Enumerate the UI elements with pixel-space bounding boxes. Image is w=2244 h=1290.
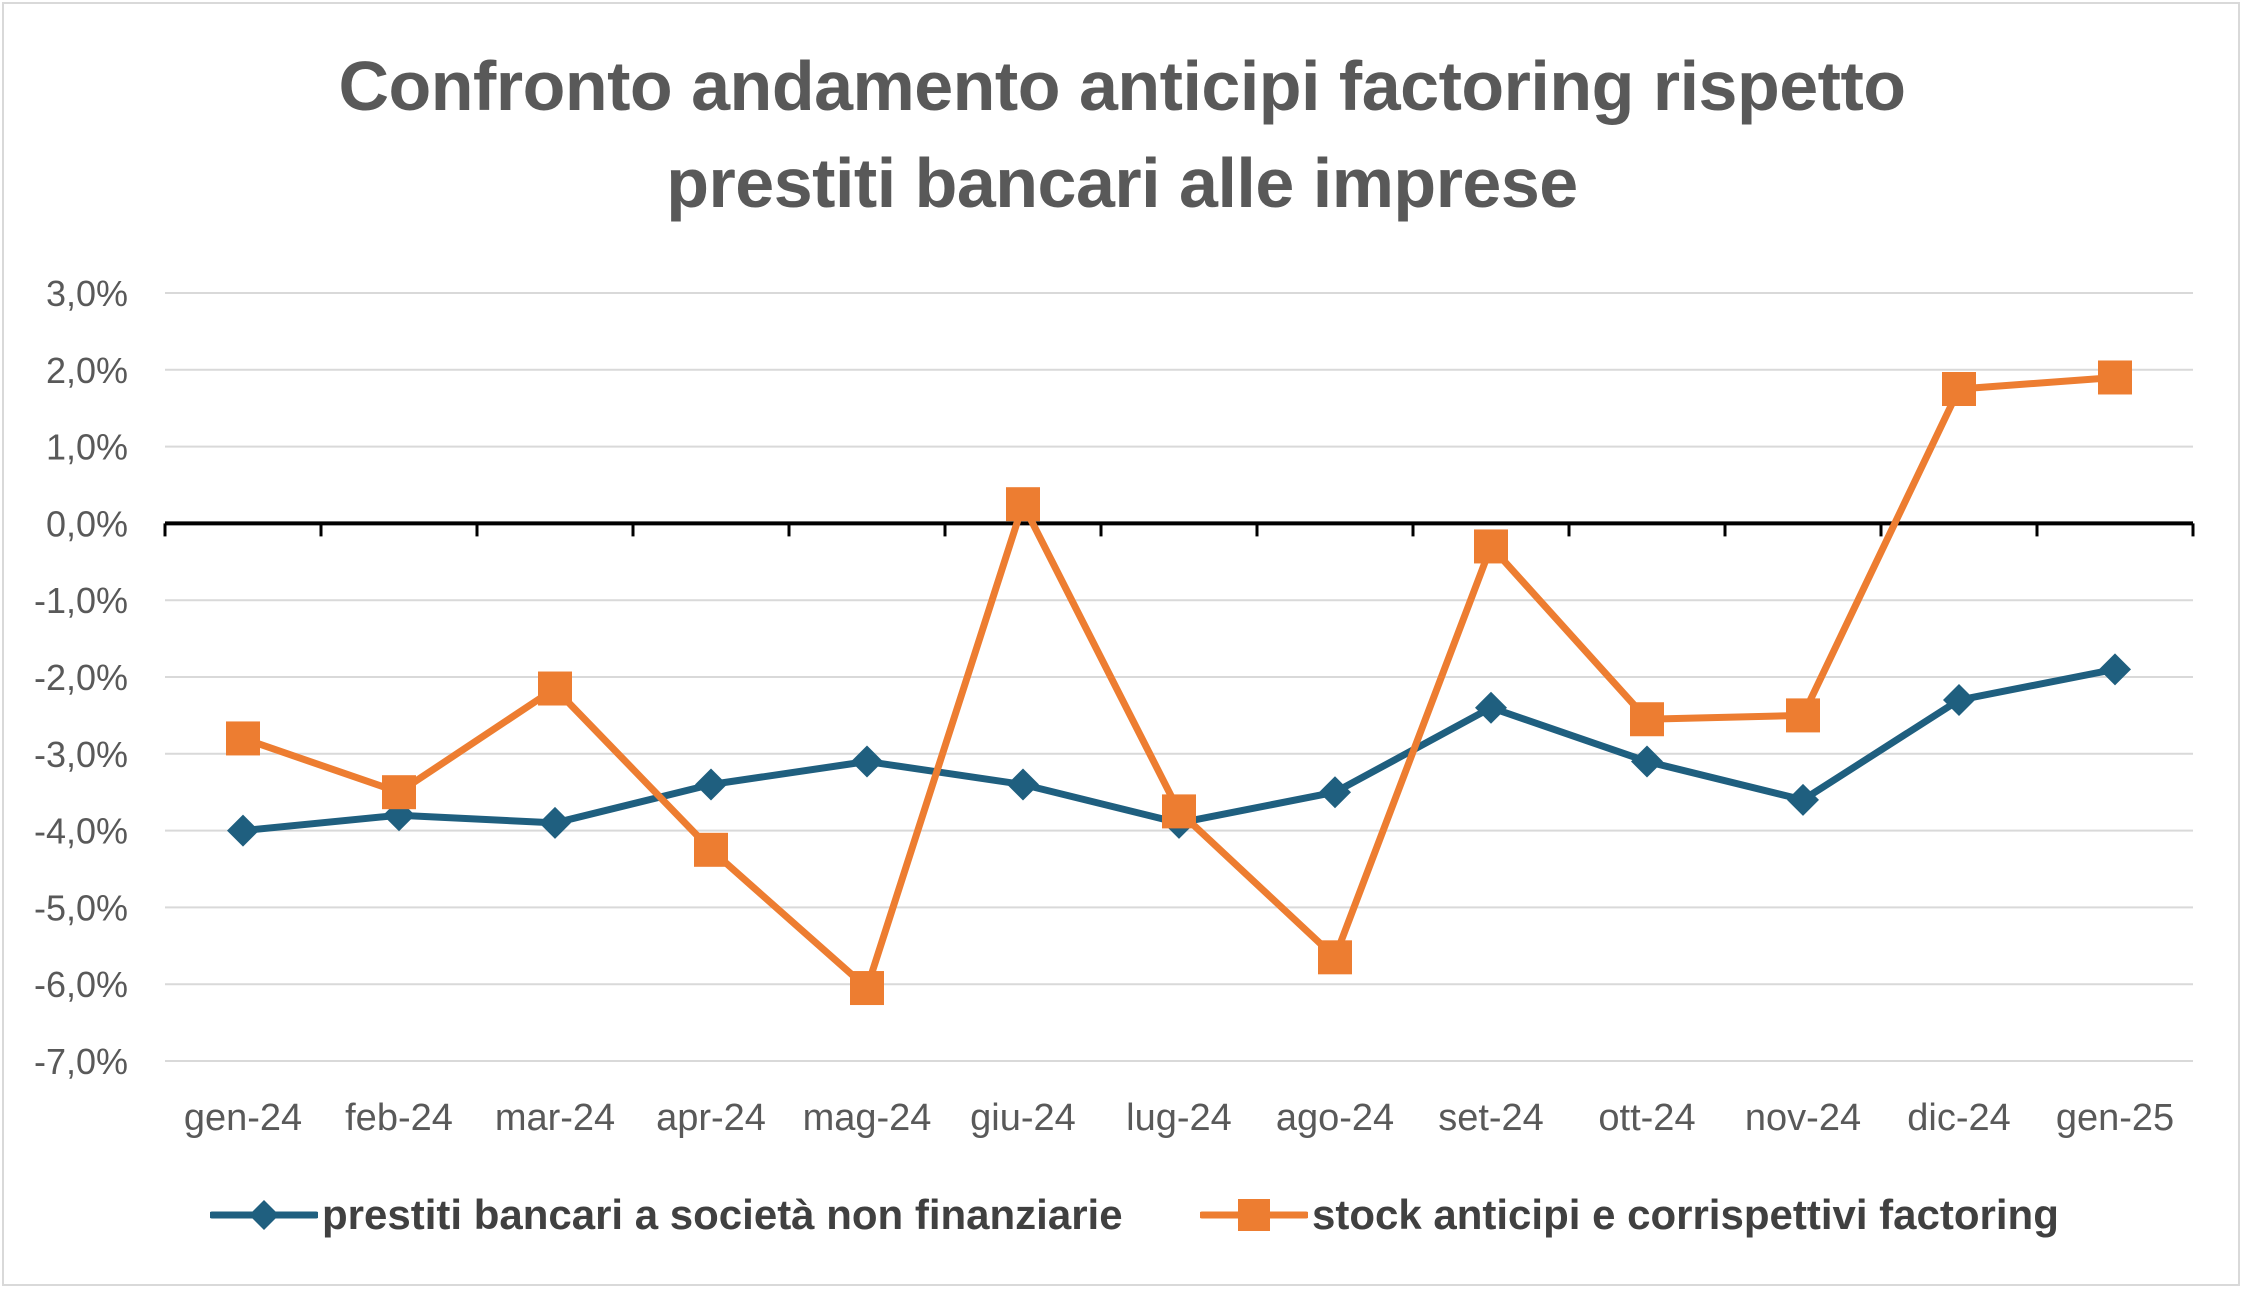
y-axis-tick-labels: 3,0% 2,0% 1,0% 0,0% -1,0% -2,0% -3,0% -4,0% -5,0… [34, 273, 128, 1082]
x-tick-label: ago-24 [1276, 1097, 1394, 1139]
x-tick-label: lug-24 [1126, 1097, 1232, 1139]
data-point-diamond [1787, 783, 1819, 816]
y-tick-label: -6,0% [34, 964, 128, 1005]
y-tick-label: 0,0% [46, 503, 128, 544]
data-point-diamond [851, 745, 883, 778]
series-lines [226, 360, 2132, 1006]
y-tick-label: -7,0% [34, 1041, 128, 1082]
x-tick-label: set-24 [1438, 1097, 1544, 1139]
legend-square-marker-icon [1200, 1199, 1308, 1231]
data-point-diamond [695, 768, 727, 801]
data-point-square [1786, 698, 1820, 733]
y-tick-label: -2,0% [34, 657, 128, 698]
legend-label-factoring: stock anticipi e corrispettivi factoring [1312, 1191, 2059, 1238]
x-tick-label: giu-24 [970, 1097, 1076, 1139]
data-point-diamond [1631, 745, 1663, 778]
legend-diamond-marker-icon [210, 1200, 318, 1230]
x-tick-label: gen-24 [184, 1097, 302, 1139]
series-factoring [226, 360, 2132, 1006]
data-point-diamond [1007, 768, 1039, 801]
x-axis-tick-labels: gen-24 feb-24 mar-24 apr-24 mag-24 giu-24 lug-… [184, 1097, 2174, 1139]
chart-title: Confronto andamento anticipi factoring r… [0, 38, 2244, 232]
data-point-square [1474, 529, 1508, 564]
data-point-square [1162, 794, 1196, 829]
x-axis [163, 521, 2195, 537]
data-point-diamond [2099, 653, 2131, 686]
data-point-square [850, 971, 884, 1006]
data-point-square [694, 832, 728, 867]
x-tick-label: nov-24 [1745, 1097, 1861, 1139]
data-point-square [1630, 702, 1664, 737]
x-tick-label: ott-24 [1598, 1097, 1695, 1139]
x-tick-label: feb-24 [345, 1097, 453, 1139]
x-tick-label: mar-24 [495, 1097, 615, 1139]
data-point-diamond [539, 806, 571, 839]
data-point-diamond [227, 814, 259, 847]
series-line [239, 373, 2119, 992]
data-point-square [1006, 487, 1040, 522]
data-point-square [382, 775, 416, 810]
y-tick-label: 1,0% [46, 427, 128, 468]
x-tick-label: dic-24 [1907, 1097, 2011, 1139]
gridlines [165, 292, 2193, 1062]
data-point-square [2098, 360, 2132, 395]
legend-item-factoring[interactable]: stock anticipi e corrispettivi factoring [1200, 1180, 2059, 1250]
data-point-diamond [1475, 691, 1507, 724]
x-tick-label: gen-25 [2056, 1097, 2174, 1139]
y-tick-label: -1,0% [34, 580, 128, 621]
legend: prestiti bancari a società non finanziar… [0, 1180, 2244, 1250]
y-tick-label: -3,0% [34, 734, 128, 775]
x-tick-label: apr-24 [656, 1097, 766, 1139]
data-point-diamond [1943, 684, 1975, 717]
data-point-square [1318, 940, 1352, 975]
y-tick-label: 2,0% [46, 350, 128, 391]
legend-label-prestiti: prestiti bancari a società non finanziar… [322, 1191, 1123, 1238]
data-point-diamond [1319, 776, 1351, 809]
data-point-square [538, 671, 572, 706]
x-tick-label: mag-24 [803, 1097, 932, 1139]
y-tick-label: -4,0% [34, 811, 128, 852]
y-tick-label: -5,0% [34, 887, 128, 928]
data-point-square [226, 721, 260, 756]
chart-title-line-1: Confronto andamento anticipi factoring r… [338, 47, 1906, 125]
chart-title-line-2: prestiti bancari alle imprese [666, 144, 1578, 222]
data-point-square [1942, 372, 1976, 406]
y-tick-label: 3,0% [46, 273, 128, 314]
legend-item-prestiti[interactable]: prestiti bancari a società non finanziar… [210, 1180, 1123, 1250]
